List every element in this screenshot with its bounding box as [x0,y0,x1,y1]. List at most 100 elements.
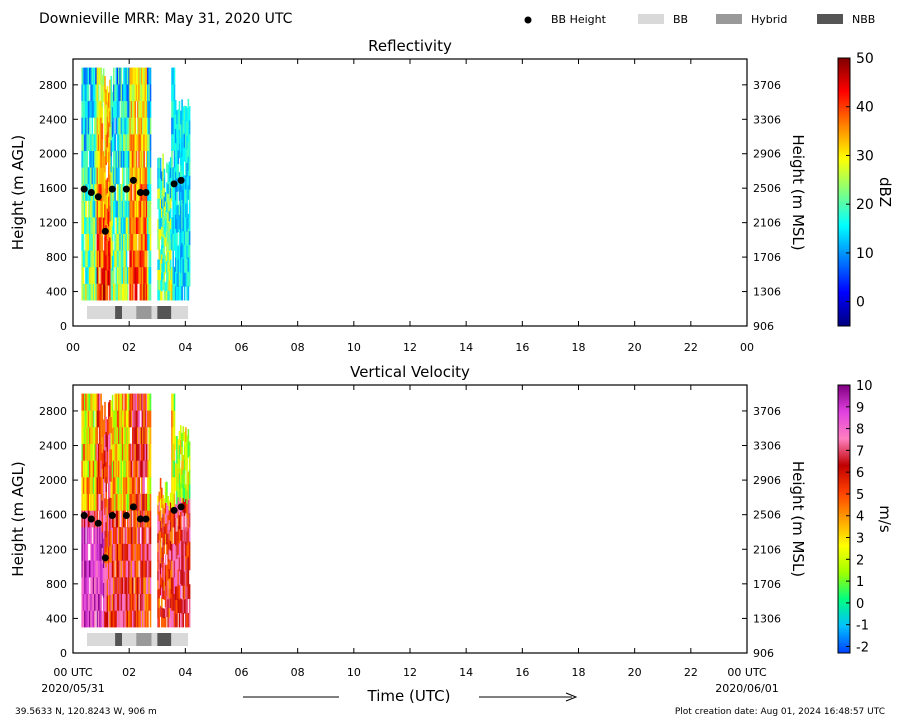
heatmap-cell [120,200,123,218]
heatmap-cell [182,134,185,149]
heatmap-cell [124,560,126,578]
heatmap-cell [94,543,96,561]
heatmap-cell [87,410,90,428]
heatmap-cell [144,266,147,284]
heatmap-cell [174,171,177,187]
heatmap-cell [92,283,95,301]
heatmap-cell [139,593,142,611]
heatmap-cell [149,100,152,118]
heatmap-cell [84,560,86,578]
heatmap-cell [123,233,125,251]
heatmap-cell [188,120,191,135]
heatmap-cell [123,67,125,85]
heatmap-cell [171,134,173,151]
heatmap-cell [92,233,95,251]
heatmap-cell [121,460,124,478]
heatmap-cell [91,543,94,561]
heatmap-cell [182,584,185,599]
heatmap-cell [158,569,161,580]
heatmap-cell [139,117,142,135]
heatmap-cell [180,555,182,570]
heatmap-cell [132,266,134,284]
heatmap-cell [135,510,138,528]
heatmap-cell [133,117,135,135]
heatmap-cell [137,393,139,411]
heatmap-cell [126,134,129,151]
heatmap-cell [181,199,183,215]
heatmap-cell [92,560,95,578]
heatmap-cell [90,150,92,168]
heatmap-cell [116,493,119,511]
heatmap-cell [99,593,101,611]
heatmap-cell [148,527,150,544]
heatmap-cell [143,477,145,494]
heatmap-cell [95,183,97,201]
heatmap-cell [186,258,188,273]
heatmap-cell [128,393,130,411]
heatmap-cell [96,100,99,118]
heatmap-cell [130,560,133,578]
heatmap-cell [147,543,149,561]
heatmap-cell [105,521,107,538]
heatmap-cell [171,527,173,544]
heatmap-cell [108,107,110,123]
heatmap-cell [124,427,126,444]
heatmap-cell [87,100,90,118]
heatmap-cell [100,393,102,411]
heatmap-cell [118,410,120,428]
heatmap-cell [187,443,190,458]
heatmap-cell [125,610,128,628]
heatmap-cell [157,598,159,609]
heatmap-cell [87,266,90,284]
panel-title: Vertical Velocity [350,363,470,381]
heatmap-cell [144,117,147,135]
heatmap-cell [182,541,185,556]
heatmap-cell [132,283,134,301]
heatmap-cell [180,526,182,541]
heatmap-cell [86,84,89,102]
heatmap-cell [95,283,97,301]
heatmap-cell [126,560,129,578]
heatmap-cell [134,493,137,511]
heatmap-cell [167,570,169,581]
heatmap-cell [125,593,128,611]
heatmap-cell [119,410,121,428]
heatmap-cell [129,283,131,301]
heatmap-cell [129,233,131,251]
heatmap-cell [91,427,94,444]
heatmap-cell [139,67,142,85]
heatmap-cell [86,393,89,411]
y-tick-label: 2000 [39,474,67,487]
heatmap-cell [121,150,124,168]
heatmap-cell [100,117,102,135]
heatmap-cell [86,283,89,301]
heatmap-cell [166,544,168,555]
heatmap-cell [110,91,113,109]
heatmap-cell [102,217,105,235]
heatmap-cell [96,117,99,135]
heatmap-cell [94,150,96,168]
heatmap-cell [158,259,161,270]
heatmap-cell [168,510,171,521]
heatmap-cell [113,410,115,428]
heatmap-cell [187,142,190,157]
heatmap-cell [100,183,102,201]
heatmap-cell [124,393,126,411]
heatmap-cell [124,477,126,494]
heatmap-cell [162,247,164,259]
heatmap-cell [84,84,86,102]
heatmap-cell [116,510,119,528]
y-tick-label-right: 1306 [753,612,781,625]
heatmap-cell [166,523,168,534]
heatmap-cell [169,511,172,522]
heatmap-cell [101,171,104,188]
heatmap-cell [157,542,159,553]
heatmap-cell [105,255,107,271]
heatmap-cell [137,67,139,85]
heatmap-cell [81,100,83,118]
heatmap-cell [166,201,168,212]
heatmap-cell [140,84,143,102]
heatmap-cell [102,478,105,494]
heatmap-cell [143,393,145,411]
heatmap-cell [113,510,115,528]
